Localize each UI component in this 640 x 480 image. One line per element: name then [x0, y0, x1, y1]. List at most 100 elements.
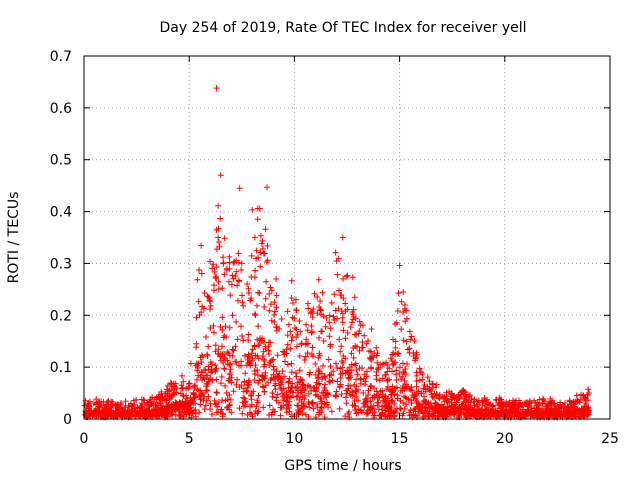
roti-point: [215, 351, 222, 358]
roti-point: [413, 349, 420, 356]
roti-point: [422, 405, 429, 412]
roti-point: [187, 360, 194, 367]
roti-point: [394, 307, 401, 314]
roti-point: [455, 412, 462, 419]
roti-point: [191, 407, 198, 414]
roti-point: [191, 382, 198, 389]
roti-point: [256, 290, 263, 297]
y-tick-label: 0.6: [50, 101, 72, 117]
roti-point: [271, 366, 278, 373]
roti-point: [186, 407, 193, 414]
roti-point: [309, 308, 316, 315]
roti-point: [208, 361, 215, 368]
roti-point: [260, 356, 267, 363]
roti-point: [511, 399, 518, 406]
roti-point: [196, 266, 203, 273]
roti-point: [307, 310, 314, 317]
roti-point: [221, 271, 228, 278]
roti-point: [362, 397, 369, 404]
roti-point: [523, 409, 530, 416]
roti-point: [206, 258, 213, 265]
roti-point: [453, 399, 460, 406]
roti-point: [481, 402, 488, 409]
roti-point: [303, 336, 310, 343]
roti-point: [393, 377, 400, 384]
roti-point: [416, 377, 423, 384]
roti-point: [304, 300, 311, 307]
roti-point: [271, 382, 278, 389]
roti-point: [446, 388, 453, 395]
roti-point: [285, 379, 292, 386]
roti-point: [236, 185, 243, 192]
roti-point: [392, 338, 399, 345]
roti-point: [444, 410, 451, 417]
roti-point: [548, 400, 555, 407]
roti-point: [173, 384, 180, 391]
roti-point: [212, 366, 219, 373]
roti-point: [117, 401, 124, 408]
roti-point: [428, 391, 435, 398]
roti-point: [332, 392, 339, 399]
roti-point: [254, 399, 261, 406]
roti-point: [236, 405, 243, 412]
roti-point: [404, 360, 411, 367]
roti-point: [197, 401, 204, 408]
roti-point: [350, 311, 357, 318]
roti-point: [570, 409, 577, 416]
roti-point: [331, 291, 338, 298]
roti-point: [294, 393, 301, 400]
chart-title: Day 254 of 2019, Rate Of TEC Index for r…: [159, 20, 526, 36]
roti-point: [163, 386, 170, 393]
roti-point: [391, 400, 398, 407]
roti-point: [375, 399, 382, 406]
roti-point: [288, 388, 295, 395]
roti-point: [363, 368, 370, 375]
roti-point: [402, 318, 409, 325]
roti-point: [382, 405, 389, 412]
roti-point: [150, 400, 157, 407]
roti-point: [361, 332, 368, 339]
roti-point: [558, 405, 565, 412]
roti-point: [399, 373, 406, 380]
roti-point: [462, 393, 469, 400]
roti-point: [390, 360, 397, 367]
roti-point: [261, 303, 268, 310]
roti-point: [285, 404, 292, 411]
roti-point: [534, 399, 541, 406]
roti-point: [348, 319, 355, 326]
roti-point: [234, 282, 241, 289]
roti-point: [525, 403, 532, 410]
roti-point: [255, 355, 262, 362]
roti-point: [343, 387, 350, 394]
roti-point: [264, 184, 271, 191]
roti-point: [224, 357, 231, 364]
roti-point: [559, 402, 566, 409]
roti-point: [461, 411, 468, 418]
roti-point: [131, 405, 138, 412]
roti-point: [104, 399, 111, 406]
roti-point: [216, 243, 223, 250]
roti-point: [283, 346, 290, 353]
roti-point: [323, 394, 330, 401]
roti-point: [411, 337, 418, 344]
roti-point: [272, 375, 279, 382]
roti-point: [250, 388, 257, 395]
roti-point: [200, 366, 207, 373]
roti-point: [344, 272, 351, 279]
roti-point: [488, 408, 495, 415]
roti-point: [314, 375, 321, 382]
roti-point: [227, 366, 234, 373]
roti-point: [572, 412, 579, 419]
roti-point: [251, 310, 258, 317]
roti-point: [356, 318, 363, 325]
roti-point: [146, 401, 153, 408]
roti-point: [421, 393, 428, 400]
roti-point: [431, 394, 438, 401]
roti-point: [292, 296, 299, 303]
roti-point: [196, 312, 203, 319]
roti-point: [304, 327, 311, 334]
roti-point: [261, 250, 268, 257]
roti-point: [337, 374, 344, 381]
roti-point: [315, 411, 322, 418]
roti-point: [351, 403, 358, 410]
